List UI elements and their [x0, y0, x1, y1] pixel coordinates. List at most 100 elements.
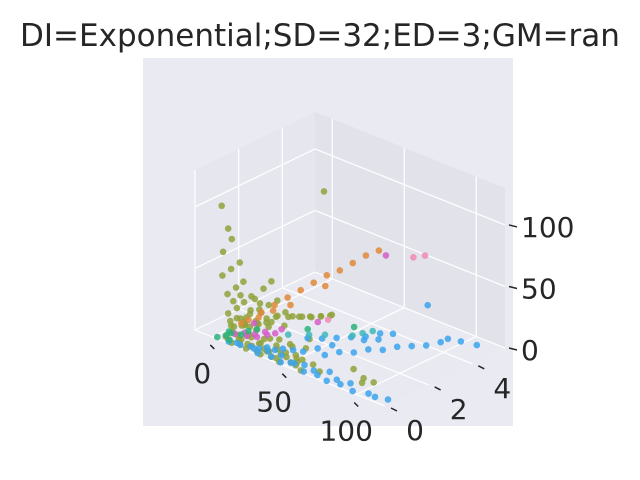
data-point [382, 252, 390, 259]
data-point [299, 356, 306, 364]
data-point [300, 368, 308, 375]
data-point [230, 297, 237, 305]
data-point [247, 307, 254, 314]
data-point [375, 247, 383, 254]
data-point [240, 278, 247, 286]
data-point [283, 353, 290, 361]
gridline-z-left [194, 148, 316, 208]
data-point [322, 282, 329, 290]
data-point [310, 279, 318, 287]
data-point [295, 313, 303, 321]
data-point [421, 252, 429, 259]
data-point [306, 313, 314, 320]
data-point [365, 390, 372, 397]
data-point [233, 314, 241, 322]
x-tick-mark [281, 373, 287, 379]
data-point [324, 316, 332, 324]
data-point [301, 361, 308, 369]
data-point [260, 285, 267, 293]
gridline-x-floor [355, 335, 477, 396]
data-point [359, 329, 366, 337]
data-point [219, 272, 226, 279]
data-point [224, 310, 232, 317]
data-point [320, 188, 328, 195]
y-tick-label: 4 [493, 372, 511, 405]
data-point [337, 381, 344, 388]
data-point [237, 292, 244, 299]
data-point [237, 319, 245, 327]
data-point [314, 345, 322, 352]
data-point [305, 331, 313, 339]
data-point [326, 368, 334, 376]
data-point [276, 336, 283, 343]
data-point [268, 278, 275, 285]
z-tick-label: 50 [521, 272, 557, 305]
data-point [375, 336, 382, 343]
data-point [444, 335, 452, 343]
data-point [271, 346, 279, 354]
gridline-z-back [314, 209, 506, 288]
z-tick-label: 0 [521, 334, 539, 367]
data-point [310, 367, 318, 374]
data-point [255, 345, 263, 352]
data-point [263, 315, 270, 322]
tick-marks [209, 224, 518, 412]
gridline-z-back [314, 271, 506, 349]
x-tick-label: 0 [193, 357, 211, 390]
data-point [314, 318, 322, 326]
data-point [321, 331, 329, 339]
data-point [370, 379, 378, 386]
data-point [350, 365, 357, 373]
data-point [408, 342, 416, 350]
data-point [328, 311, 336, 319]
gridline-z-left [194, 209, 316, 270]
data-point [227, 265, 235, 273]
data-point [228, 235, 236, 243]
data-point [376, 330, 384, 337]
data-point [224, 225, 232, 232]
data-point [284, 294, 291, 301]
data-point [279, 345, 287, 353]
data-point [410, 253, 417, 261]
data-point [304, 325, 312, 333]
y-tick-label: 2 [450, 393, 468, 426]
data-point [271, 330, 279, 337]
data-point [323, 272, 331, 279]
data-point [333, 334, 340, 342]
data-point [250, 345, 258, 352]
data-point [236, 259, 244, 266]
chart-title: DI=Exponential;SD=32;ED=3;GM=ran [20, 18, 620, 54]
data-point [268, 353, 275, 361]
data-point [245, 327, 252, 335]
data-point [289, 346, 297, 354]
data-point [269, 307, 277, 315]
data-point [218, 202, 225, 210]
gridline-z-back [314, 148, 506, 226]
data-point [237, 331, 245, 338]
data-point [389, 330, 397, 338]
data-point [321, 351, 329, 359]
data-point [284, 331, 292, 339]
data-point [214, 333, 221, 341]
x-tick-mark [209, 344, 215, 350]
data-point [336, 348, 343, 356]
data-point [274, 312, 281, 320]
back-pane [315, 112, 505, 348]
data-points [214, 188, 481, 403]
data-point [393, 343, 401, 351]
x-tick-label: 50 [256, 386, 292, 419]
data-point [232, 284, 240, 291]
gridline-y-floor [282, 287, 473, 365]
y-tick-label: 0 [406, 414, 424, 447]
data-point [271, 301, 278, 309]
y-tick-mark [390, 407, 398, 412]
data-point [263, 344, 271, 351]
data-point [297, 286, 305, 294]
data-point [273, 354, 280, 362]
data-point [265, 301, 273, 309]
data-point [362, 252, 370, 259]
data-point [365, 346, 372, 353]
data-point [291, 360, 298, 367]
